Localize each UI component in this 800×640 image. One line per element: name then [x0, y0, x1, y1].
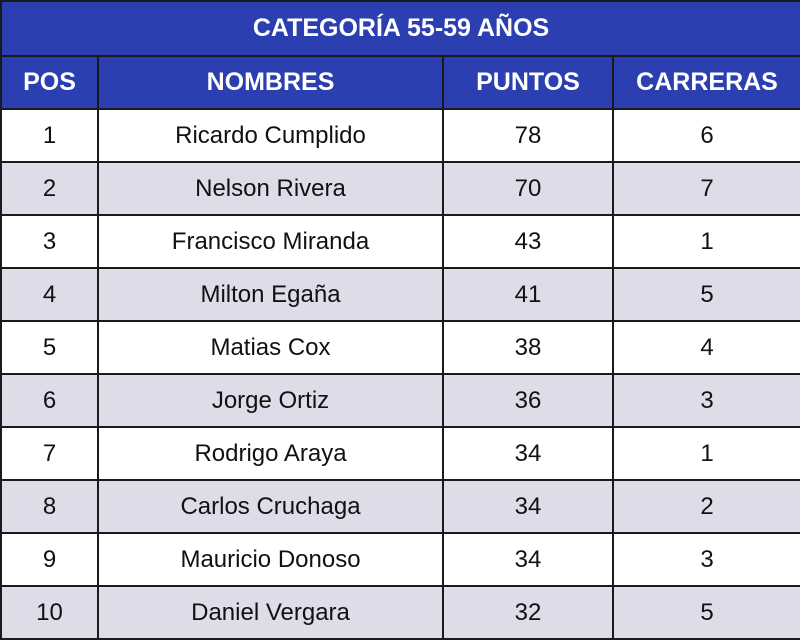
table-row: 1 Ricardo Cumplido 78 6	[0, 108, 800, 163]
table-row: 7 Rodrigo Araya 34 1	[0, 426, 800, 481]
cell-pos: 4	[0, 267, 99, 322]
table-row: 8 Carlos Cruchaga 34 2	[0, 479, 800, 534]
table-row: 6 Jorge Ortiz 36 3	[0, 373, 800, 428]
header-carreras: CARRERAS	[611, 55, 800, 110]
cell-pos: 9	[0, 532, 99, 587]
cell-races: 3	[611, 373, 800, 428]
cell-races: 1	[611, 214, 800, 269]
cell-points: 32	[442, 585, 614, 640]
cell-pos: 3	[0, 214, 99, 269]
table-row: 2 Nelson Rivera 70 7	[0, 161, 800, 216]
cell-pos: 10	[0, 585, 99, 640]
header-nombres: NOMBRES	[97, 55, 444, 110]
cell-pos: 8	[0, 479, 99, 534]
cell-races: 3	[611, 532, 800, 587]
cell-name: Jorge Ortiz	[97, 373, 444, 428]
cell-points: 34	[442, 532, 614, 587]
cell-races: 6	[611, 108, 800, 163]
cell-races: 1	[611, 426, 800, 481]
table-title-row: CATEGORÍA 55-59 AÑOS	[0, 0, 800, 57]
cell-name: Milton Egaña	[97, 267, 444, 322]
cell-points: 36	[442, 373, 614, 428]
cell-pos: 7	[0, 426, 99, 481]
cell-name: Francisco Miranda	[97, 214, 444, 269]
table-row: 3 Francisco Miranda 43 1	[0, 214, 800, 269]
cell-name: Mauricio Donoso	[97, 532, 444, 587]
cell-name: Rodrigo Araya	[97, 426, 444, 481]
cell-name: Ricardo Cumplido	[97, 108, 444, 163]
cell-name: Carlos Cruchaga	[97, 479, 444, 534]
cell-races: 7	[611, 161, 800, 216]
cell-points: 70	[442, 161, 614, 216]
cell-points: 43	[442, 214, 614, 269]
cell-pos: 2	[0, 161, 99, 216]
cell-points: 38	[442, 320, 614, 375]
table-row: 9 Mauricio Donoso 34 3	[0, 532, 800, 587]
header-pos: POS	[0, 55, 99, 110]
cell-name: Daniel Vergara	[97, 585, 444, 640]
cell-points: 34	[442, 426, 614, 481]
header-puntos: PUNTOS	[442, 55, 614, 110]
cell-name: Nelson Rivera	[97, 161, 444, 216]
cell-races: 5	[611, 267, 800, 322]
cell-races: 5	[611, 585, 800, 640]
cell-races: 4	[611, 320, 800, 375]
cell-points: 34	[442, 479, 614, 534]
cell-points: 78	[442, 108, 614, 163]
cell-points: 41	[442, 267, 614, 322]
cell-pos: 6	[0, 373, 99, 428]
table-row: 10 Daniel Vergara 32 5	[0, 585, 800, 640]
cell-pos: 5	[0, 320, 99, 375]
table-header-row: POS NOMBRES PUNTOS CARRERAS	[0, 55, 800, 110]
cell-name: Matias Cox	[97, 320, 444, 375]
table-row: 4 Milton Egaña 41 5	[0, 267, 800, 322]
cell-races: 2	[611, 479, 800, 534]
cell-pos: 1	[0, 108, 99, 163]
table-row: 5 Matias Cox 38 4	[0, 320, 800, 375]
table-title: CATEGORÍA 55-59 AÑOS	[0, 0, 800, 57]
